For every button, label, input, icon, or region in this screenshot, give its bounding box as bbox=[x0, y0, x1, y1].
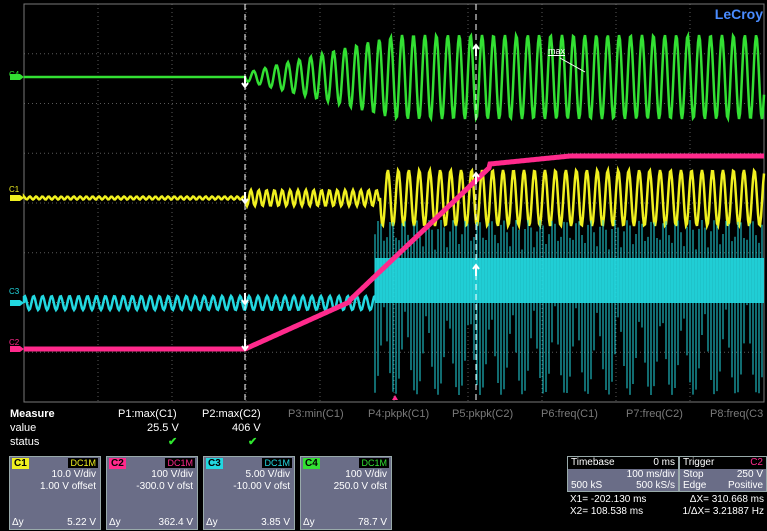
channel-name: C2 bbox=[109, 457, 126, 469]
cursor-arrow-icon bbox=[241, 192, 249, 205]
annotation-leader bbox=[559, 57, 586, 73]
delta-y-label: Δy bbox=[206, 517, 218, 528]
trigger-mode: Stop bbox=[683, 469, 704, 480]
trigger-level: 250 V bbox=[736, 469, 763, 480]
timebase-samples: 500 kS bbox=[571, 480, 603, 491]
channel-vdiv: 100 V/div bbox=[151, 469, 193, 480]
timebase-title: Timebase bbox=[571, 457, 615, 468]
channel-vdiv: 100 V/div bbox=[345, 469, 387, 480]
cursor-arrow-icon bbox=[241, 76, 249, 89]
trigger-type: Edge bbox=[683, 480, 707, 491]
channel-name: C1 bbox=[12, 457, 29, 469]
channel-marker-c3[interactable]: C3 bbox=[9, 287, 20, 296]
delta-y-value: 5.22 V bbox=[67, 517, 96, 528]
cursor-inv-dx: 1/ΔX= 3.21887 Hz bbox=[682, 506, 764, 517]
delta-y-label: Δy bbox=[12, 517, 24, 528]
channel-name: C3 bbox=[206, 457, 223, 469]
param-p5-name[interactable]: P5:pkpk(C2) bbox=[452, 408, 514, 420]
channel-marker-c2[interactable]: C2 bbox=[9, 338, 20, 347]
cursor-dx: ΔX= 310.668 ms bbox=[689, 494, 764, 505]
channel-coupling: DC1M bbox=[262, 458, 292, 468]
param-p3-name[interactable]: P3:min(C1) bbox=[288, 408, 344, 420]
channel-panels: C1 DC1M 10.0 V/div 1.00 V offset Δy 5.22 V… bbox=[0, 454, 767, 531]
channel-panel-c1[interactable]: C1 DC1M 10.0 V/div 1.00 V offset Δy 5.22 V bbox=[9, 456, 101, 530]
cursor-arrow-icon bbox=[472, 263, 480, 276]
cursor-arrow-icon bbox=[472, 43, 480, 56]
channel-offset: 250.0 V ofst bbox=[333, 481, 387, 492]
param-p7-name[interactable]: P7:freq(C2) bbox=[626, 408, 683, 420]
trigger-title: Trigger bbox=[683, 457, 715, 468]
param-p1-status: ✔ bbox=[168, 436, 178, 448]
timebase-rate: 500 kS/s bbox=[636, 480, 675, 491]
max-annotation: max bbox=[548, 46, 566, 56]
measure-row-status: status bbox=[10, 436, 40, 448]
channel-name: C4 bbox=[303, 457, 320, 469]
trigger-panel[interactable]: Trigger C2 Stop 250 V Edge Positive bbox=[679, 456, 767, 492]
cursor-x2: X2= 108.538 ms bbox=[570, 506, 644, 517]
channel-coupling: DC1M bbox=[68, 458, 98, 468]
channel-panel-c2[interactable]: C2 DC1M 100 V/div -300.0 V ofst Δy 362.4 V bbox=[106, 456, 198, 530]
cursor-arrow-icon bbox=[472, 171, 480, 184]
channel-ground-marker-icon bbox=[10, 74, 24, 80]
waveform-canvas bbox=[10, 3, 766, 403]
measure-bar: Measure value status P1:max(C1) 25.5 V ✔… bbox=[0, 406, 767, 454]
channel-ground-marker-icon bbox=[10, 300, 24, 306]
measure-title[interactable]: Measure bbox=[10, 408, 55, 420]
channel-ground-marker-icon bbox=[10, 195, 24, 201]
delta-y-value: 362.4 V bbox=[158, 517, 193, 528]
measure-row-value: value bbox=[10, 422, 37, 434]
param-p2-value: 406 V bbox=[232, 422, 261, 434]
delta-y-label: Δy bbox=[303, 517, 315, 528]
timebase-delay: 0 ms bbox=[653, 457, 675, 468]
param-p1-name[interactable]: P1:max(C1) bbox=[118, 408, 177, 420]
param-p8-name[interactable]: P8:freq(C3 bbox=[710, 408, 764, 420]
channel-offset: -300.0 V ofst bbox=[136, 481, 193, 492]
cursor-readout: X1= -202.130 ms ΔX= 310.668 ms X2= 108.53… bbox=[567, 494, 767, 518]
channel-panel-c4[interactable]: C4 DC1M 100 V/div 250.0 V ofst Δy 78.7 V bbox=[300, 456, 392, 530]
channel-marker-c4[interactable]: C4 bbox=[9, 70, 20, 79]
channel-coupling: DC1M bbox=[165, 458, 195, 468]
channel-marker-c1[interactable]: C1 bbox=[9, 185, 20, 194]
channel-coupling: DC1M bbox=[359, 458, 389, 468]
trigger-channel: C2 bbox=[750, 457, 763, 468]
channel-panel-c3[interactable]: C3 DC1M 5.00 V/div -10.00 V ofst Δy 3.85 V bbox=[203, 456, 295, 530]
grid-border bbox=[23, 3, 765, 403]
channel-vdiv: 10.0 V/div bbox=[51, 469, 96, 480]
channel-ground-marker-icon bbox=[10, 346, 24, 352]
cursor-arrow-icon bbox=[241, 339, 249, 352]
brand-logo: LeCroy bbox=[714, 6, 763, 22]
trace-c3-spikes bbox=[374, 220, 763, 395]
param-p4-name[interactable]: P4:pkpk(C1) bbox=[368, 408, 430, 420]
param-p2-name[interactable]: P2:max(C2) bbox=[202, 408, 261, 420]
trace-c3 bbox=[22, 293, 376, 313]
param-p2-status: ✔ bbox=[248, 436, 258, 448]
channel-offset: -10.00 V ofst bbox=[233, 481, 290, 492]
cursor-x1: X1= -202.130 ms bbox=[570, 494, 647, 505]
trace-c1 bbox=[22, 165, 766, 231]
delta-y-value: 78.7 V bbox=[358, 517, 387, 528]
timebase-tdiv: 100 ms/div bbox=[626, 469, 675, 480]
trace-c4 bbox=[24, 30, 766, 123]
channel-offset: 1.00 V offset bbox=[40, 481, 96, 492]
waveform-display[interactable]: LeCroy C4 C1 C3 C2 max bbox=[0, 0, 767, 406]
trigger-marker-icon bbox=[392, 395, 398, 400]
delta-y-value: 3.85 V bbox=[261, 517, 290, 528]
param-p6-name[interactable]: P6:freq(C1) bbox=[541, 408, 598, 420]
delta-y-label: Δy bbox=[109, 517, 121, 528]
trigger-slope: Positive bbox=[727, 480, 763, 491]
channel-vdiv: 5.00 V/div bbox=[245, 469, 290, 480]
timebase-panel[interactable]: Timebase 0 ms 100 ms/div 500 kS 500 kS/s bbox=[567, 456, 679, 492]
trace-c2 bbox=[24, 153, 764, 352]
param-p1-value: 25.5 V bbox=[147, 422, 179, 434]
cursor-arrow-icon bbox=[241, 293, 249, 306]
